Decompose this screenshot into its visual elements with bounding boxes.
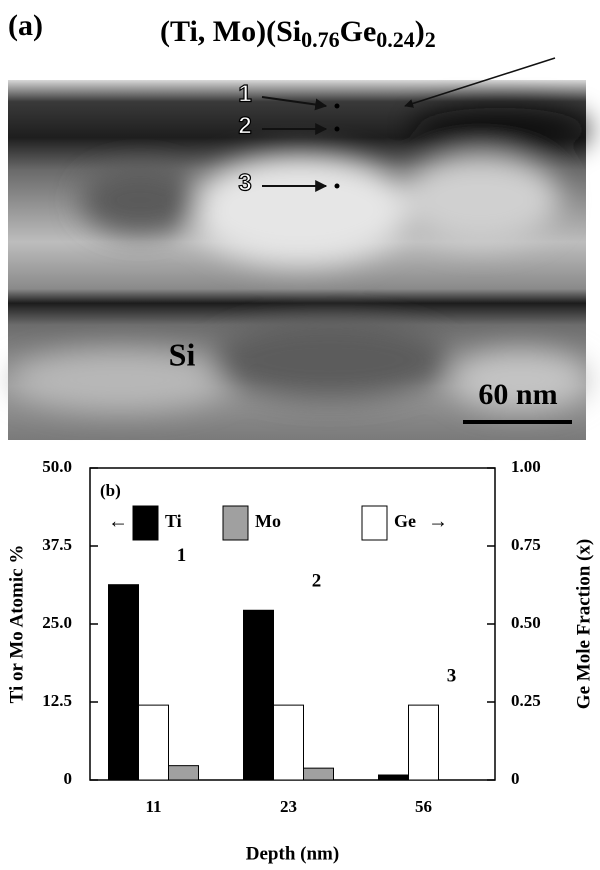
bar xyxy=(169,766,199,780)
y-tick-label: 37.5 xyxy=(42,535,72,554)
formula-subscript: 2 xyxy=(425,27,436,52)
formula: (Ti, Mo)(Si0.76Ge0.24)2 xyxy=(160,15,436,52)
bar xyxy=(409,705,439,780)
formula-subscript: 0.76 xyxy=(301,27,340,52)
bar xyxy=(109,585,139,780)
bar-annotation: 3 xyxy=(447,665,457,686)
scale-label: 60 nm xyxy=(478,378,557,411)
formula-text: Ge xyxy=(340,15,377,48)
y2-tick-label: 1.00 xyxy=(511,457,541,476)
bar xyxy=(304,768,334,780)
formula-text: ) xyxy=(415,15,425,48)
marker-number: 3 xyxy=(238,169,251,196)
formula-subscript: 0.24 xyxy=(376,27,415,52)
y-tick-label: 12.5 xyxy=(42,691,72,710)
y2-axis-title: Ge Mole Fraction (x) xyxy=(573,539,594,709)
marker-dot xyxy=(335,184,340,189)
y2-tick-label: 0.75 xyxy=(511,535,541,554)
bar xyxy=(274,705,304,780)
legend-arrow: ← xyxy=(108,511,128,533)
legend-label: Ti xyxy=(165,511,182,531)
marker-dot xyxy=(335,127,340,132)
legend-swatch xyxy=(362,506,387,540)
y2-tick-label: 0.25 xyxy=(511,691,541,710)
marker-dot xyxy=(335,104,340,109)
panel-label: (a) xyxy=(8,9,43,42)
y-axis-title: Ti or Mo Atomic % xyxy=(6,545,27,704)
legend-label: Ge xyxy=(394,511,416,531)
bar xyxy=(139,705,169,780)
y2-tick-label: 0.50 xyxy=(511,613,541,632)
y-tick-label: 50.0 xyxy=(42,457,72,476)
formula-text: (Ti, Mo)(Si xyxy=(160,15,301,48)
legend-label: Mo xyxy=(255,511,281,531)
y2-tick-label: 0 xyxy=(511,769,520,788)
panel-label: (b) xyxy=(100,481,121,500)
legend-swatch xyxy=(223,506,248,540)
region-label: Si xyxy=(169,336,196,372)
y-tick-label: 0 xyxy=(64,769,73,788)
marker-number: 1 xyxy=(238,80,251,107)
bar-annotation: 1 xyxy=(177,545,187,566)
bar xyxy=(379,775,409,780)
x-tick-label: 56 xyxy=(415,797,432,816)
y-tick-label: 25.0 xyxy=(42,613,72,632)
legend-swatch xyxy=(133,506,158,540)
bar xyxy=(244,610,274,780)
bar-annotation: 2 xyxy=(312,571,322,592)
marker-number: 2 xyxy=(238,112,251,139)
x-axis-title: Depth (nm) xyxy=(246,843,339,864)
legend-arrow: → xyxy=(428,511,448,533)
x-tick-label: 11 xyxy=(145,797,161,816)
figure: (a)(Ti, Mo)(Si0.76Ge0.24)2123Si60 nm 012… xyxy=(0,0,600,870)
x-tick-label: 23 xyxy=(280,797,297,816)
